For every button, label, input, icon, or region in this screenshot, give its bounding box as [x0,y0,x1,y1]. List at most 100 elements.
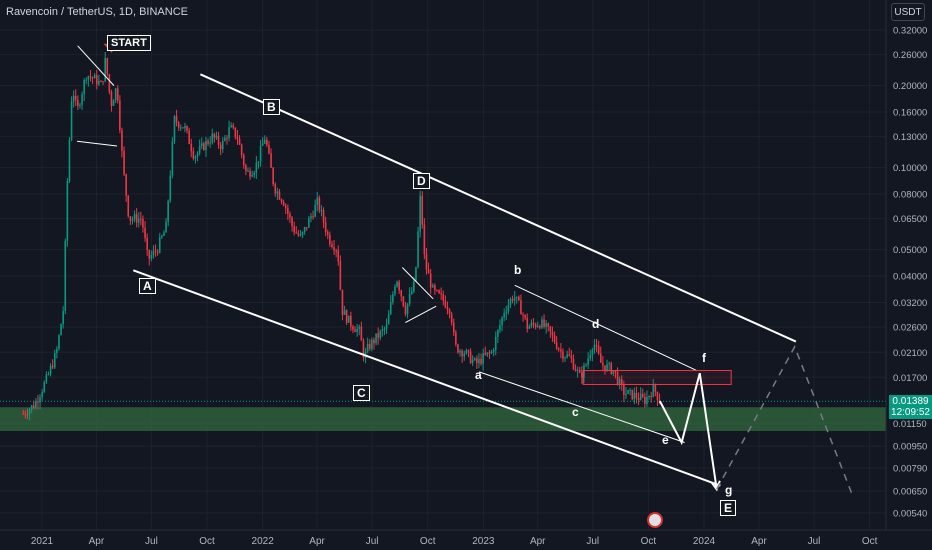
candle-body [507,304,510,312]
candle-body [255,162,258,173]
price-tick-label: 0.08000 [893,190,927,201]
time-tick-label: Jul [808,536,821,547]
candle-body [108,74,111,92]
candle-body [610,363,613,374]
candle-body [564,357,566,359]
candle-body [234,127,237,137]
time-tick-label: Jul [586,536,599,547]
plot-area [0,0,886,530]
candle-body [406,303,409,315]
candle-body [64,240,67,312]
time-tick-label: 2023 [472,536,495,547]
candle-body [230,125,232,128]
currency-unit-button[interactable]: USDT [891,3,925,21]
candle-body [585,364,587,366]
grid [0,0,886,530]
label-d: d [592,317,600,331]
candle-body [528,326,531,329]
candle-body [469,351,472,364]
candles [0,52,886,421]
candle-body [158,237,161,253]
candle-body [352,326,354,330]
candle-body [49,365,52,374]
candle-body [608,363,610,365]
candle-body [312,216,314,218]
time-axis[interactable]: 2021 Apr Jul Oct 2022 Apr Jul Oct 2023 Apr Jul Oct 2… [31,536,878,547]
candle-body [74,95,77,100]
price-tick-label: 0.06500 [893,214,927,225]
candle-body [156,251,159,253]
candle-body [251,175,253,177]
candle-body [56,348,58,354]
candle-body [268,145,270,154]
triangle-line [514,284,697,371]
candle-body [570,355,573,359]
candle-body [631,389,634,400]
candle-body [232,125,235,128]
candle-body [427,269,430,274]
candle-body [148,249,151,259]
candle-body [410,291,413,294]
candle-body [291,217,293,227]
time-tick-label: Oct [420,536,436,547]
candle-body [173,116,176,142]
candle-body [274,184,277,194]
price-tick-label: 0.02600 [893,323,927,334]
candle-body [612,370,615,374]
candle-body [591,349,594,356]
candle-body [123,150,125,175]
candle-body [240,144,243,155]
candle-body [83,80,85,95]
label-B: B [263,99,280,115]
candle-body [316,197,319,205]
price-axis[interactable]: 0.32000 0.26000 0.20000 0.16000 0.13000 0.100… [893,26,927,520]
candle-body [589,355,592,359]
candle-body [91,77,94,79]
price-tick-label: 0.16000 [893,108,927,119]
candle-body [524,314,526,318]
candle-body [549,326,552,332]
candle-body [350,315,352,327]
tradingview-logo-icon[interactable] [647,512,663,528]
label-e: e [662,433,669,447]
candle-body [331,244,333,247]
candle-body [259,145,262,162]
candle-body [87,76,90,80]
candle-body [58,335,60,349]
candle-body [593,344,596,350]
candle-body [539,325,541,328]
candle-body [287,208,289,214]
candle-body [266,139,268,146]
candle-body [385,324,388,329]
candle-body [247,170,249,172]
candle-body [72,95,75,102]
candle-body [89,76,92,78]
candle-body [419,195,421,232]
price-tick-label: 0.03200 [893,298,927,309]
candle-body [226,137,228,139]
candle-body [604,365,606,371]
candle-body [217,135,220,145]
candle-body [627,389,629,394]
candle-body [190,143,193,152]
candle-body [188,130,190,144]
candle-body [448,309,451,314]
candle-body [175,116,178,123]
candle-body [125,174,127,196]
candle-body [620,379,623,385]
candle-body [574,369,577,371]
candle-body [492,349,495,352]
candle-body [459,350,461,353]
candle-body [597,346,600,354]
candle-body [413,281,415,292]
candle-body [163,232,165,236]
candle-body [486,352,489,355]
candle-body [360,326,363,341]
candle-body [356,328,358,332]
candle-body [146,237,148,250]
candle-body [568,354,571,356]
candle-body [625,393,627,396]
candle-body [381,329,384,331]
candle-body [551,331,554,336]
